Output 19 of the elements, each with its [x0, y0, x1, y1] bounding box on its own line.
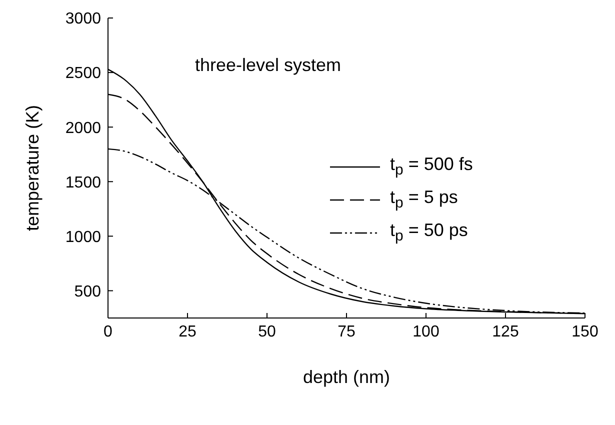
y-tick-label: 2500: [65, 65, 102, 82]
annotation: three-level system: [195, 55, 342, 76]
legend-label: t$_{p}$ = 500 fs: [390, 154, 473, 179]
x-tick-label: 50: [258, 323, 276, 340]
y-tick-label: 2000: [65, 120, 102, 137]
y-tick-label: 1500: [65, 174, 102, 192]
x-tick-label: 100: [412, 323, 440, 340]
y-tick-label: 3000: [65, 10, 102, 28]
x-tick-label: 75: [338, 323, 356, 340]
x-tick-label: 0: [104, 323, 113, 340]
x-tick-label: 150: [572, 323, 598, 340]
x-tick-label: 125: [492, 323, 519, 340]
y-tick-label: 500: [74, 283, 102, 300]
x-axis-title: depth (nm): [302, 366, 390, 387]
legend-label: t$_{p}$ = 5 ps: [390, 187, 458, 212]
y-axis-title: temperature (K): [22, 104, 42, 232]
y-tick-label: 1000: [65, 228, 102, 246]
legend-label: t$_{p}$ = 50 ps: [390, 220, 468, 245]
x-tick-label: 25: [178, 323, 196, 340]
